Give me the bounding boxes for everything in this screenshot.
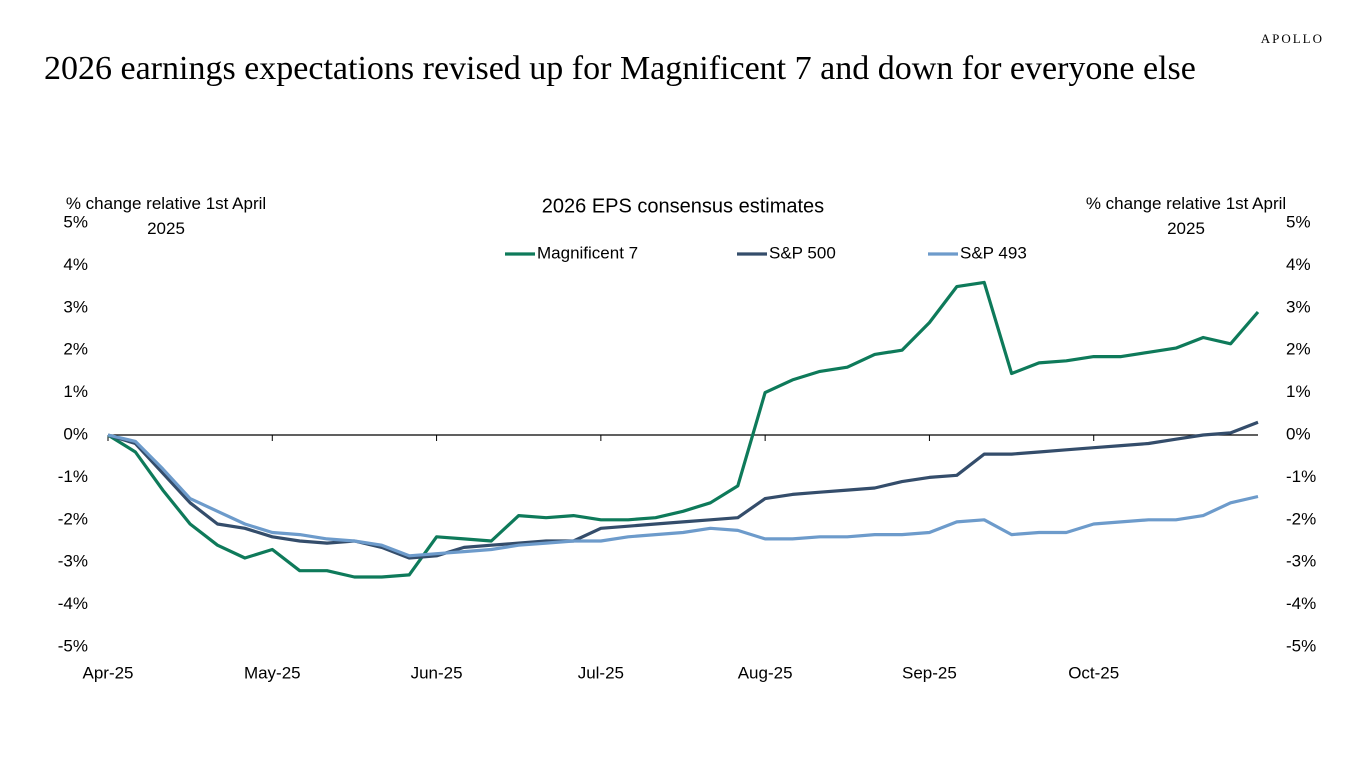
page-title: 2026 earnings expectations revised up fo… <box>44 50 1196 87</box>
series-line <box>107 433 1259 558</box>
chart-subtitle: 2026 EPS consensus estimates <box>542 195 824 217</box>
y2-tick-label: 3% <box>1286 297 1311 316</box>
y2-tick-label: -2% <box>1286 509 1316 528</box>
y-tick-label: 1% <box>63 382 88 401</box>
legend-label: Magnificent 7 <box>537 243 638 262</box>
y-tick-label: 3% <box>63 297 88 316</box>
x-tick-label: Apr-25 <box>82 663 133 682</box>
x-tick-label: Jun-25 <box>411 663 463 682</box>
x-tick-label: Sep-25 <box>902 663 957 682</box>
x-tick-label: Jul-25 <box>578 663 624 682</box>
x-tick-label: Aug-25 <box>738 663 793 682</box>
x-tick-label: Oct-25 <box>1068 663 1119 682</box>
legend-label: S&P 500 <box>769 243 836 262</box>
y2-tick-label: 4% <box>1286 255 1311 274</box>
series-line <box>107 420 1259 560</box>
y2-tick-label: 1% <box>1286 382 1311 401</box>
legend-label: S&P 493 <box>960 243 1027 262</box>
y2-axis-label: % change relative 1st April 2025 <box>1085 194 1287 238</box>
series-line <box>107 280 1260 579</box>
y2-tick-label: -5% <box>1286 636 1316 655</box>
y-tick-label: 4% <box>63 255 88 274</box>
y-axis-label: % change relative 1st April 2025 <box>65 194 267 238</box>
y-tick-label: 5% <box>63 212 88 231</box>
logo: APOLLO <box>1260 31 1324 46</box>
y-tick-label: -1% <box>58 467 88 486</box>
y-tick-label: 2% <box>63 340 88 359</box>
y-tick-label: -4% <box>58 594 88 613</box>
y2-tick-label: -1% <box>1286 467 1316 486</box>
y-tick-label: 0% <box>63 424 88 443</box>
y2-tick-label: 0% <box>1286 424 1311 443</box>
y-tick-label: -2% <box>58 509 88 528</box>
y2-tick-label: 2% <box>1286 340 1311 359</box>
y2-tick-label: 5% <box>1286 212 1311 231</box>
y2-tick-label: -4% <box>1286 594 1316 613</box>
x-tick-label: May-25 <box>244 663 301 682</box>
y-tick-label: -3% <box>58 552 88 571</box>
y-tick-label: -5% <box>58 636 88 655</box>
y2-tick-label: -3% <box>1286 552 1316 571</box>
